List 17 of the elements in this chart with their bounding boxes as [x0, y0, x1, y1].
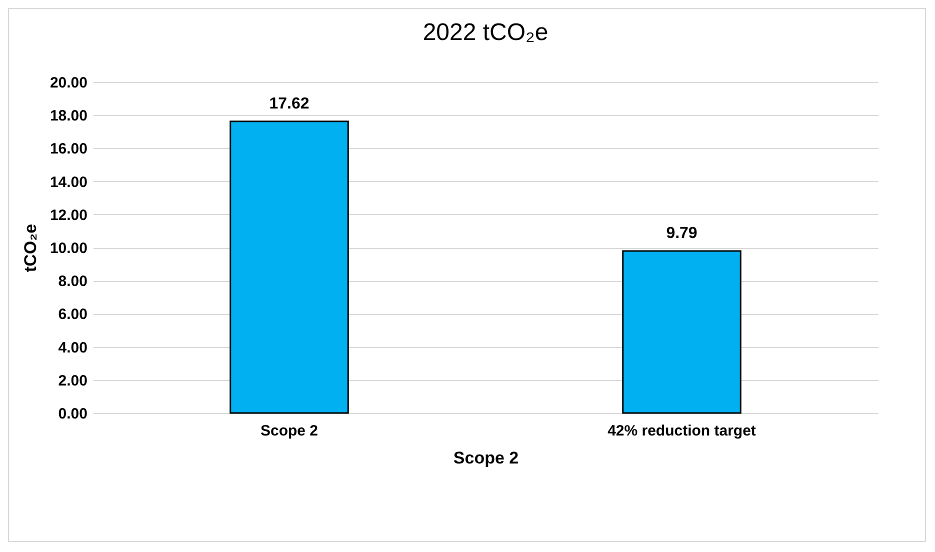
y-tick-label: 6.00 — [58, 306, 88, 324]
y-tick-label: 12.00 — [50, 206, 88, 224]
chart-title: 2022 tCO₂e — [422, 19, 548, 46]
data-label: 17.62 — [269, 95, 310, 112]
y-tick-label: 16.00 — [50, 140, 88, 158]
y-tick-label: 2.00 — [58, 372, 88, 390]
y-axis-title: tCO₂e — [20, 224, 40, 272]
y-tick-label: 0.00 — [58, 406, 88, 422]
y-tick-label: 14.00 — [50, 174, 88, 191]
y-tick-label: 20.00 — [50, 74, 88, 92]
x-tick-label: 42% reduction target — [608, 422, 756, 440]
x-axis-title: Scope 2 — [453, 448, 519, 468]
y-tick-label: 8.00 — [58, 273, 88, 290]
y-tick-label: 4.00 — [58, 339, 88, 356]
data-label: 9.79 — [666, 224, 698, 242]
y-tick-label: 18.00 — [50, 108, 88, 125]
y-tick-label: 10.00 — [50, 240, 88, 257]
